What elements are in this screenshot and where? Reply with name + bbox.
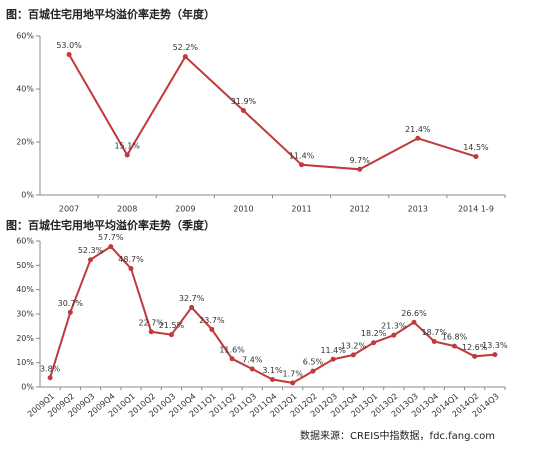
- line: [68, 54, 477, 171]
- data-label: 6.5%: [303, 358, 324, 367]
- marker: [124, 152, 130, 158]
- data-label: 57.7%: [98, 233, 124, 242]
- marker: [229, 356, 235, 362]
- marker: [182, 54, 188, 60]
- marker: [168, 332, 174, 338]
- chart-title: 图：百城住宅用地平均溢价率走势（年度）: [6, 7, 215, 21]
- chart-title: 图：百城住宅用地平均溢价率走势（季度）: [6, 218, 215, 232]
- marker: [249, 366, 255, 372]
- marker: [240, 107, 246, 113]
- data-label: 3.8%: [40, 364, 61, 373]
- data-label: 22.7%: [138, 318, 164, 327]
- data-label: 52.2%: [173, 43, 199, 52]
- marker: [451, 343, 457, 349]
- y-tick-label: 10%: [16, 358, 34, 367]
- marker: [431, 338, 437, 344]
- y-tick-label: 20%: [16, 334, 34, 343]
- marker: [310, 368, 316, 374]
- data-label: 18.7%: [422, 328, 448, 337]
- y-tick-label: 50%: [16, 261, 34, 270]
- data-label: 15.1%: [114, 141, 140, 150]
- data-label: 12.6%: [462, 343, 488, 352]
- source: 数据来源：CREIS中指数据，fdc.fang.com: [300, 429, 495, 442]
- y-tick-label: 60%: [16, 32, 34, 41]
- marker: [290, 380, 296, 386]
- data-label: 21.3%: [381, 322, 407, 331]
- marker: [88, 257, 94, 263]
- line: [49, 245, 495, 384]
- data-label: 14.5%: [463, 143, 489, 152]
- data-label: 9.7%: [350, 156, 371, 165]
- marker: [299, 162, 305, 168]
- marker: [330, 356, 336, 362]
- marker: [66, 52, 72, 58]
- data-label: 11.4%: [289, 151, 315, 160]
- data-label: 30.7%: [58, 299, 84, 308]
- marker: [189, 304, 195, 310]
- data-label: 32.7%: [179, 294, 205, 303]
- data-label: 31.9%: [231, 97, 257, 106]
- data-label: 52.3%: [78, 246, 104, 255]
- data-label: 7.4%: [242, 355, 263, 364]
- marker: [473, 154, 479, 160]
- marker: [371, 340, 377, 346]
- marker: [270, 376, 275, 382]
- x-tick-label: 2010: [233, 205, 253, 214]
- y-tick-label: 30%: [16, 310, 34, 319]
- data-label: 11.6%: [219, 345, 245, 354]
- marker: [391, 332, 397, 338]
- data-label: 13.2%: [341, 341, 367, 350]
- marker: [128, 265, 134, 271]
- marker: [411, 319, 417, 325]
- marker: [357, 166, 363, 172]
- data-label: 11.4%: [320, 346, 346, 355]
- data-label: 48.7%: [118, 255, 144, 264]
- marker: [209, 326, 215, 332]
- marker: [350, 352, 356, 358]
- x-tick-label: 2011: [291, 205, 311, 214]
- x-tick-label: 2013: [408, 205, 428, 214]
- marker: [67, 309, 73, 315]
- data-label: 18.2%: [361, 329, 387, 338]
- marker: [415, 135, 421, 141]
- marker: [108, 244, 114, 250]
- data-label: 21.5%: [159, 321, 185, 330]
- data-label: 13.3%: [482, 341, 508, 350]
- y-tick-label: 20%: [16, 138, 34, 147]
- data-label: 23.7%: [199, 316, 225, 325]
- marker: [148, 329, 154, 335]
- data-label: 21.4%: [405, 125, 431, 134]
- marker: [492, 352, 498, 358]
- marker: [47, 375, 53, 381]
- data-label: 26.6%: [401, 309, 427, 318]
- x-tick-label: 2009: [175, 205, 195, 214]
- marker: [472, 353, 478, 359]
- y-tick-label: 0%: [21, 191, 34, 200]
- y-tick-label: 40%: [16, 285, 34, 294]
- x-tick-label: 2014 1-9: [458, 205, 494, 214]
- x-tick-label: 2012: [350, 205, 370, 214]
- data-label: 16.8%: [442, 333, 468, 342]
- y-tick-label: 60%: [16, 237, 34, 246]
- data-label: 53.0%: [56, 41, 82, 50]
- x-tick-label: 2007: [59, 205, 79, 214]
- data-label: 1.7%: [283, 369, 304, 378]
- x-tick-label: 2008: [117, 205, 137, 214]
- y-tick-label: 0%: [21, 383, 34, 392]
- y-tick-label: 40%: [16, 85, 34, 94]
- data-label: 3.1%: [262, 366, 283, 375]
